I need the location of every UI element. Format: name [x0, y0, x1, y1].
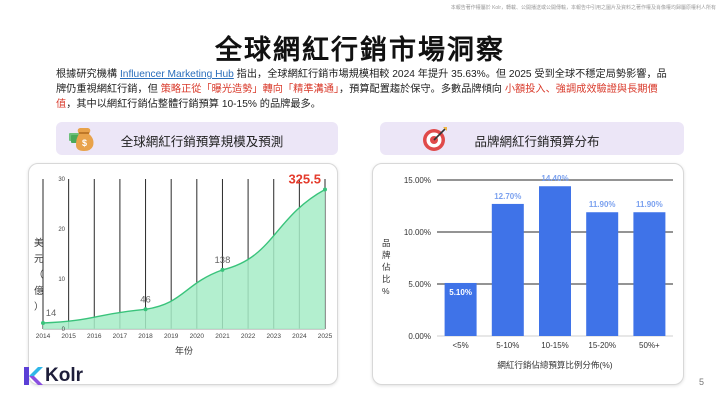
bar-value-label: 11.90%	[636, 200, 663, 209]
budget-bar	[491, 203, 524, 336]
page-title: 全球網紅行銷市場洞察	[215, 35, 505, 65]
target-icon	[423, 127, 447, 151]
bar-y-title-char: 佔	[382, 262, 391, 272]
area-y-title-char: ）	[34, 301, 44, 313]
data-point	[323, 187, 327, 192]
left-header-label: 全球網紅行銷預算規模及預測	[120, 135, 284, 149]
bar-y-tick-label: 0.00%	[408, 332, 431, 341]
area-fill	[43, 189, 325, 329]
area-x-tick-label: 2021	[215, 333, 230, 340]
area-chart-x-axis-title: 年份	[175, 345, 193, 356]
bar-chart-x-axis-title: 網紅行銷佔總預算比例分佈(%)	[497, 360, 612, 370]
area-data-label: 14	[46, 308, 57, 319]
bar-y-tick-label: 10.00%	[404, 228, 431, 237]
area-x-tick-label: 2014	[36, 333, 51, 340]
area-data-label: 325.5	[288, 172, 321, 187]
logo-text: Kolr	[45, 365, 83, 386]
bar-y-tick-label: 15.00%	[404, 176, 431, 185]
bar-value-label: 11.90%	[589, 200, 616, 209]
area-y-tick-label: 0	[62, 327, 66, 333]
intro-text-2: 指出，全球網紅行銷市場規模相較 2024 年提升 35.63%。但 2025 受…	[56, 69, 667, 95]
disclaimer-text: 本報告著作權屬於 Kolr，轉載、公開播送或公開傳輸，本報告中引用之圖片及資料之…	[450, 5, 716, 11]
bar-y-title-char: %	[382, 286, 390, 296]
intro-text-3: ，預算配置趨於保守。多數品牌傾向	[339, 84, 505, 95]
area-data-label: 138	[215, 255, 231, 266]
budget-bar	[539, 186, 571, 336]
svg-text:$: $	[82, 138, 87, 148]
bar-x-tick-label: 10-15%	[541, 341, 569, 350]
kolr-logo-icon	[24, 367, 43, 385]
area-x-tick-label: 2023	[266, 333, 281, 340]
bar-chart-y-axis-title: 品牌佔比%	[382, 238, 391, 296]
highlight-text-1: 策略正從「曝光造勢」轉向「精準溝通」	[160, 84, 339, 95]
area-x-tick-label: 2020	[190, 333, 205, 340]
bar-y-title-char: 品	[382, 238, 391, 248]
budget-bar	[633, 212, 666, 336]
left-chart-panel: 14 46 138 325.5 2014 2015 2016 2017 2018 2019 202…	[28, 163, 338, 385]
money-bag-icon: $	[69, 128, 94, 151]
highlight-text-2: 小額投入、強調成效驗證與長期價值	[56, 84, 658, 110]
area-y-tick-label: 30	[58, 177, 65, 183]
area-y-title-char: 億	[34, 285, 44, 297]
data-point	[41, 321, 45, 325]
budget-bar	[444, 282, 477, 336]
intro-text-4: ，其中以網紅行銷佔整體行銷預算 10-15% 的品牌最多。	[66, 99, 321, 110]
area-y-title-char: （	[34, 269, 44, 281]
bar-y-title-char: 比	[382, 274, 391, 284]
bar-x-tick-label: 5-10%	[496, 341, 519, 350]
area-x-tick-label: 2017	[113, 333, 128, 340]
data-point	[143, 307, 148, 312]
bar-x-tick-label: 15-20%	[588, 341, 616, 350]
bar-value-label: 5.10%	[449, 288, 472, 297]
area-x-tick-label: 2025	[318, 333, 333, 340]
bar-y-title-char: 牌	[382, 250, 391, 260]
area-x-tick-label: 2015	[61, 333, 76, 340]
area-y-title-char: 元	[34, 254, 44, 265]
area-x-tick-label: 2018	[138, 333, 153, 340]
right-header-label: 品牌網紅行銷預算分布	[474, 135, 600, 149]
area-y-tick-label: 20	[58, 227, 65, 233]
area-chart-y-axis-title: 美元 （ 億 ）	[34, 237, 44, 313]
area-x-tick-label: 2016	[87, 333, 102, 340]
area-data-label: 46	[140, 294, 151, 305]
source-link[interactable]: Influencer Marketing Hub	[119, 69, 234, 80]
intro-paragraph: 根據研究機構 Influencer Marketing Hub 指出，全球網紅行…	[56, 67, 668, 112]
budget-distribution-bar-chart: 5.10% 12.70% 14.40% 11.90% 11.90% <5% 5-10% 10…	[382, 174, 673, 370]
bar-value-label: 12.70%	[494, 192, 521, 201]
bar-value-label: 14.40%	[541, 174, 568, 183]
data-point	[220, 267, 225, 272]
right-chart-panel: 5.10% 12.70% 14.40% 11.90% 11.90% <5% 5-10% 10…	[372, 163, 684, 385]
area-x-tick-label: 2024	[292, 333, 307, 340]
bar-x-tick-label: <5%	[452, 341, 468, 350]
area-y-title-char: 美	[34, 237, 44, 249]
left-section-header: $ 全球網紅行銷預算規模及預測	[56, 122, 338, 155]
area-line	[42, 188, 326, 324]
area-x-tick-label: 2022	[241, 333, 256, 340]
intro-text-1: 根據研究機構	[56, 69, 120, 80]
area-x-tick-label: 2019	[164, 333, 179, 340]
bar-y-tick-label: 5.00%	[408, 280, 431, 289]
area-y-tick-label: 10	[58, 277, 65, 283]
right-section-header: 品牌網紅行銷預算分布	[380, 122, 684, 155]
page-number: 5	[698, 377, 704, 387]
bar-x-tick-label: 50%+	[639, 341, 660, 350]
budget-bar	[586, 212, 619, 336]
brand-logo: Kolr	[22, 365, 102, 387]
